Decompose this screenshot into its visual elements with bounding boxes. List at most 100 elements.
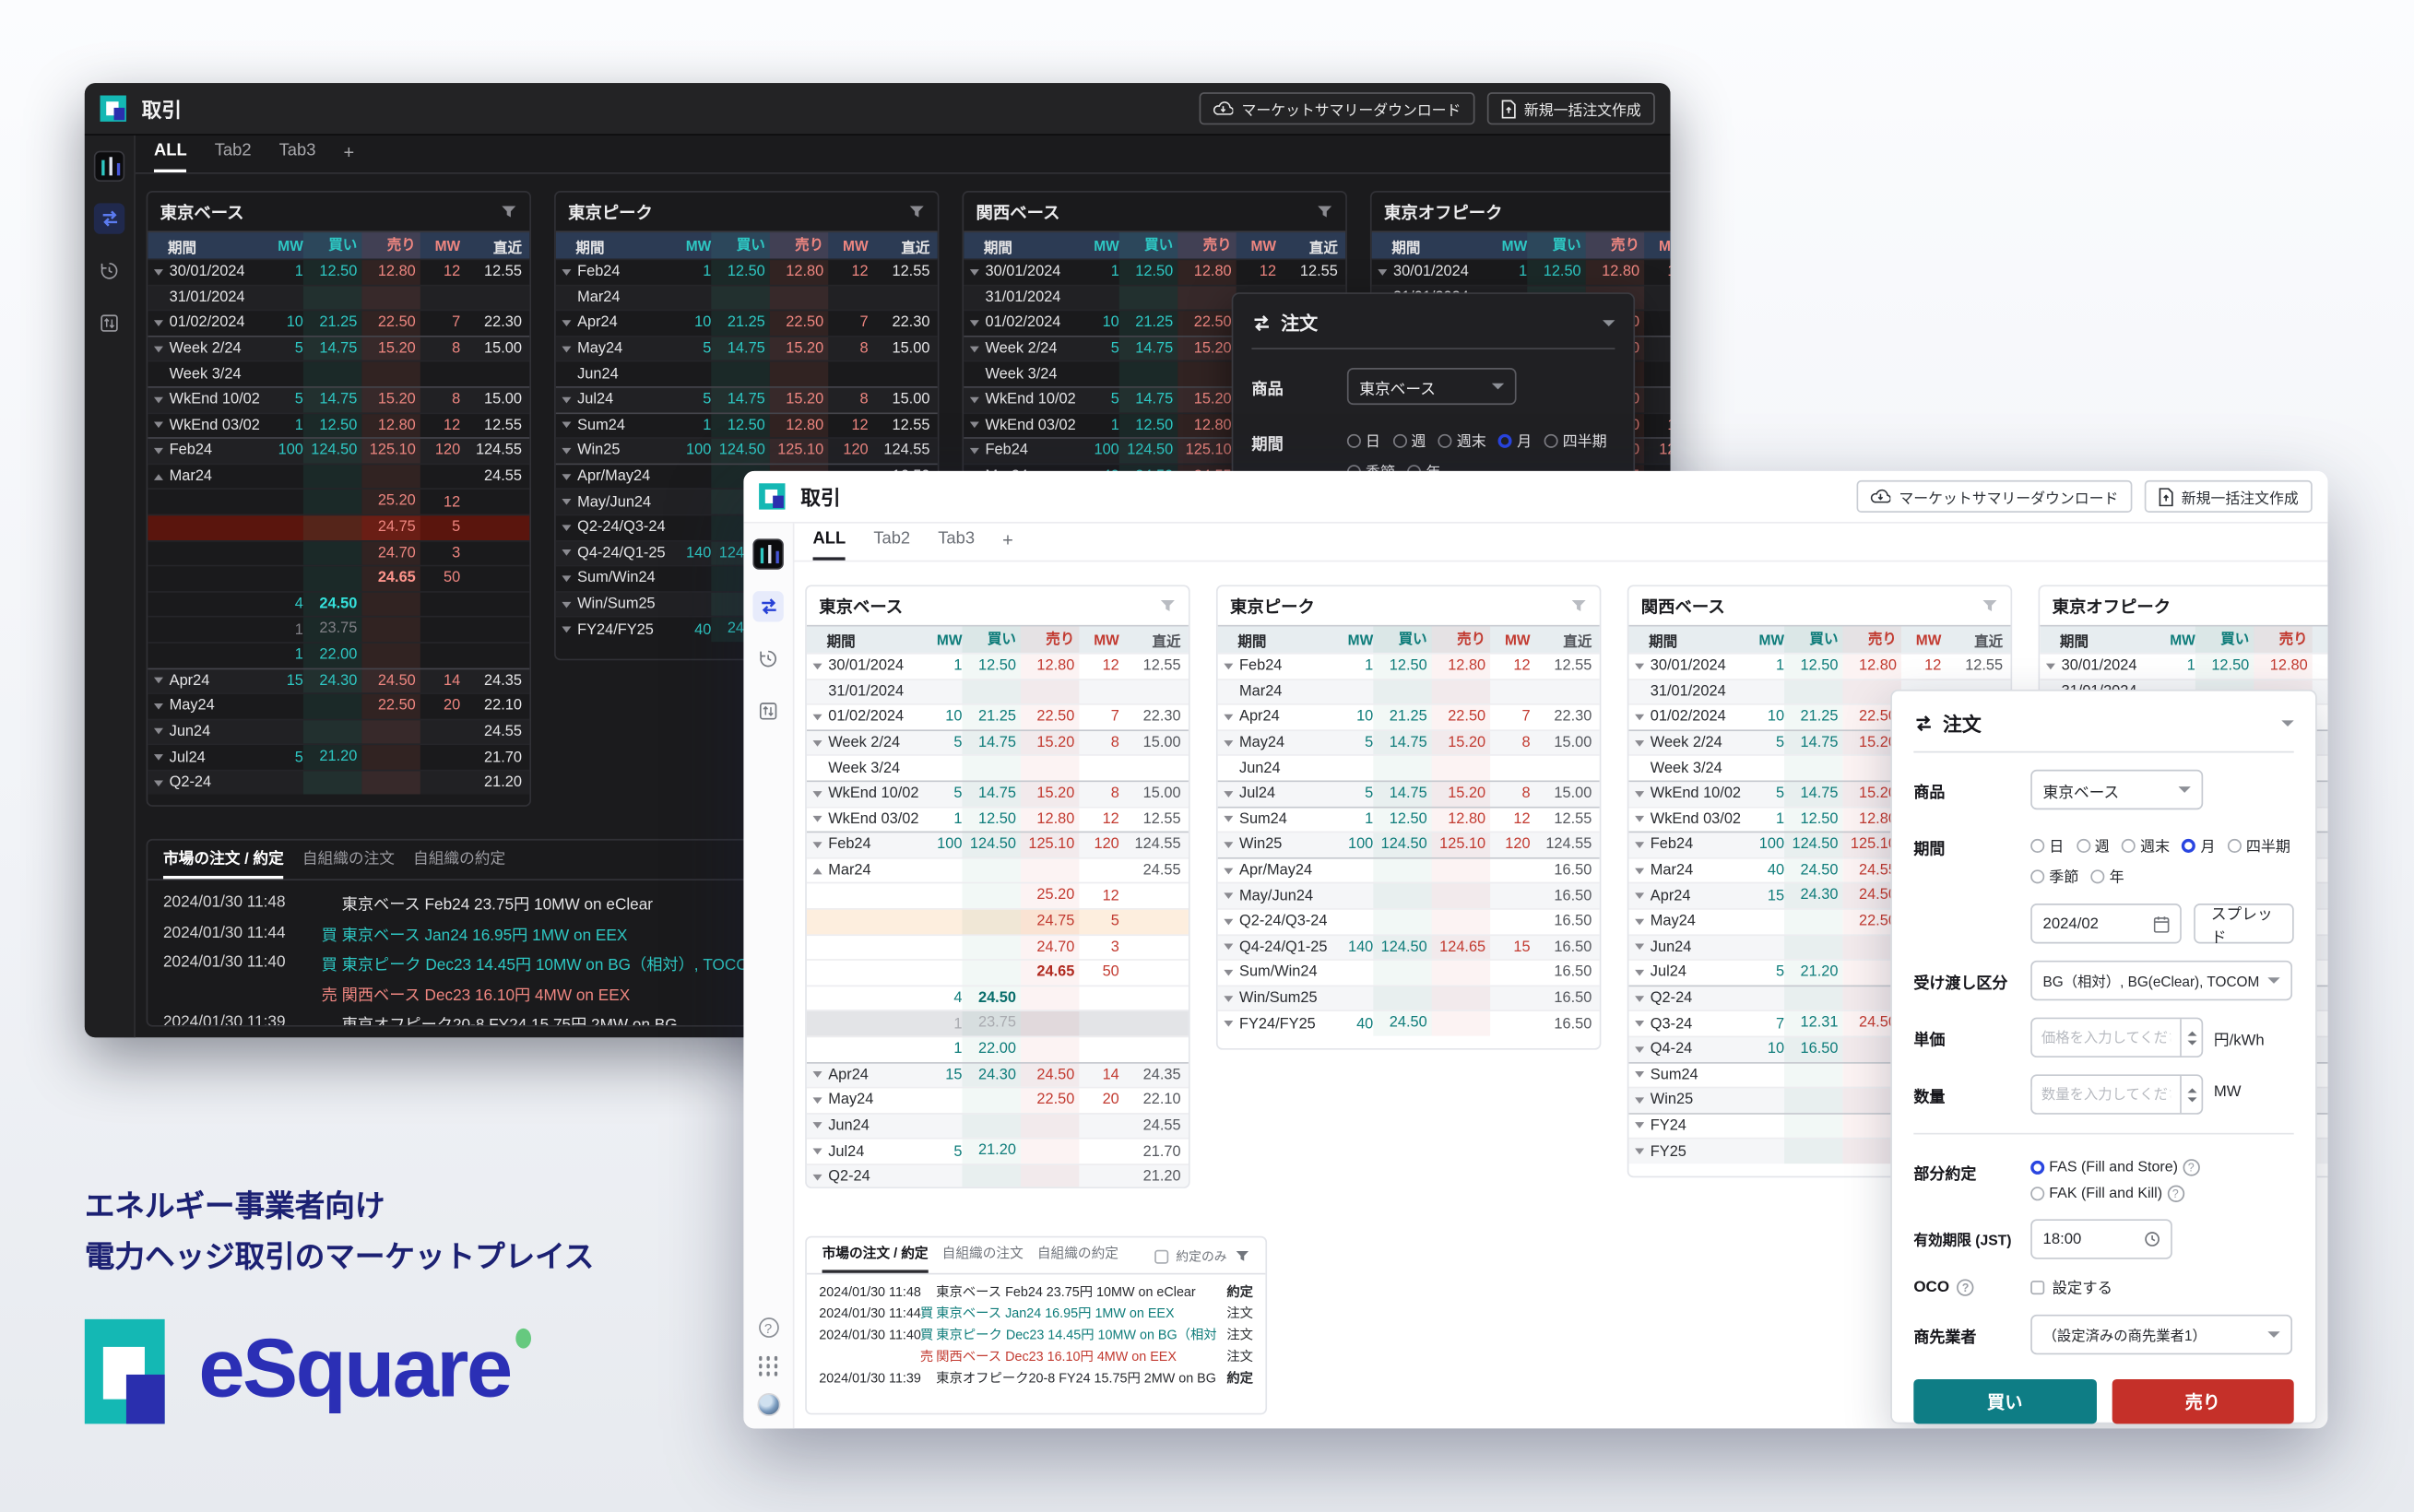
table-row[interactable]: May/Jun24 16.50 [1217, 882, 1600, 908]
table-row[interactable]: Jul24 5 14.75 15.20 8 15.00 [555, 386, 938, 412]
help-icon[interactable]: ? [2183, 1159, 2200, 1176]
table-row[interactable]: 24.70 3 [806, 933, 1189, 960]
help-icon[interactable]: ? [1957, 1278, 1974, 1295]
broker-select[interactable]: （設定済みの商先業者1） [2030, 1314, 2293, 1355]
apps-grid-icon[interactable] [758, 1355, 778, 1376]
table-row[interactable]: Week 3/24 [148, 360, 530, 387]
spread-button[interactable]: スプレッド [2194, 904, 2294, 947]
filter-icon[interactable] [1570, 598, 1587, 612]
help-icon[interactable]: ? [2167, 1185, 2184, 1202]
orders-tab-1[interactable]: 自組織の注文 [302, 851, 395, 868]
table-row[interactable]: Apr24 15 24.30 24.50 14 24.35 [806, 1061, 1189, 1087]
radio-option[interactable]: 四半期 [1544, 430, 1607, 451]
table-row[interactable]: 4 24.50 [148, 590, 530, 617]
table-row[interactable]: 31/01/2024 [148, 284, 530, 310]
table-row[interactable]: Win/Sum25 16.50 [1217, 985, 1600, 1010]
table-row[interactable]: Win25 100 124.50 125.10 120 124.55 [555, 437, 938, 464]
table-row[interactable]: Sum24 1 12.50 12.80 12 12.55 [555, 411, 938, 438]
order-row[interactable]: 2024/01/30 11:39 東京オフピーク20-8 FY24 15.75円 … [819, 1367, 1253, 1388]
new-bulk-order-button[interactable]: 新規一括注文作成 [1486, 92, 1655, 125]
radio-option[interactable]: FAS (Fill and Store)? [2030, 1159, 2294, 1176]
table-row[interactable]: 1 23.75 [148, 616, 530, 643]
radio-option[interactable]: 日 [1346, 430, 1380, 451]
quantity-input[interactable] [2031, 1086, 2181, 1103]
watchlist-thumbnail-icon[interactable] [752, 538, 784, 570]
orders-tab-0[interactable]: 市場の注文 / 約定 [162, 845, 284, 880]
table-row[interactable]: Sum/Win24 16.50 [1217, 959, 1600, 986]
table-row[interactable]: Feb24 1 12.50 12.80 12 12.55 [1217, 652, 1600, 679]
order-row[interactable]: 2024/01/30 11:40 買東京ピーク Dec23 14.45円 10MW… [819, 1324, 1253, 1345]
orders-tab-2[interactable]: 自組織の約定 [413, 851, 506, 868]
oco-set-checkbox[interactable]: 設定する [2030, 1276, 2112, 1297]
orders-tab-0[interactable]: 市場の注文 / 約定 [822, 1242, 929, 1273]
table-row[interactable]: Mar24 24.55 [806, 856, 1189, 883]
table-row[interactable]: May24 5 14.75 15.20 8 15.00 [555, 335, 938, 361]
table-row[interactable]: Jun24 [555, 360, 938, 387]
table-row[interactable]: 31/01/2024 [806, 678, 1189, 704]
radio-option[interactable]: FAK (Fill and Kill)? [2030, 1185, 2294, 1202]
market-summary-download-button[interactable]: マーケットサマリーダウンロード [1857, 479, 2133, 513]
table-row[interactable]: 24.75 5 [806, 907, 1189, 934]
table-row[interactable]: 25.20 12 [148, 488, 530, 514]
avatar[interactable] [756, 1392, 780, 1417]
order-row[interactable]: 売関西ベース Dec23 16.10円 4MW on EEX 注文 [819, 1345, 1253, 1366]
filter-icon[interactable] [501, 205, 517, 219]
table-row[interactable]: Jun24 24.55 [148, 718, 530, 744]
exchange-icon[interactable] [93, 203, 125, 234]
tab-all[interactable]: ALL [812, 529, 846, 561]
order-row[interactable]: 2024/01/30 11:44 買東京ベース Jan24 16.95円 1MW … [819, 1302, 1253, 1323]
radio-option[interactable]: 日 [2030, 834, 2064, 856]
order-row[interactable]: 2024/01/30 11:48 東京ベース Feb24 23.75円 10MW … [163, 888, 1638, 918]
radio-option[interactable]: 月 [1498, 430, 1532, 451]
filter-icon[interactable] [908, 205, 925, 219]
table-row[interactable]: Week 3/24 [806, 754, 1189, 781]
radio-option[interactable]: 季節 [2030, 865, 2078, 887]
filter-icon[interactable] [1235, 1250, 1250, 1262]
radio-option[interactable]: 週 [2076, 834, 2110, 856]
expiry-time-input[interactable]: 18:00 [2030, 1219, 2172, 1259]
sell-button[interactable]: 売り [2111, 1378, 2294, 1424]
table-row[interactable]: Q2-24 21.20 [806, 1164, 1189, 1187]
product-select[interactable]: 東京ベース [2030, 769, 2204, 810]
table-row[interactable]: Apr24 15 24.30 24.50 14 24.35 [148, 667, 530, 693]
table-row[interactable]: 24.75 5 [148, 514, 530, 540]
tab-tab2[interactable]: Tab2 [873, 529, 911, 549]
table-row[interactable]: 24.65 50 [806, 959, 1189, 986]
tab-all[interactable]: ALL [153, 142, 187, 172]
table-row[interactable]: May24 22.50 20 22.10 [806, 1086, 1189, 1113]
delivery-type-select[interactable]: BG（相対）, BG(eClear), TOCOM [2030, 960, 2293, 1001]
table-row[interactable]: Apr24 10 21.25 22.50 7 22.30 [555, 309, 938, 336]
table-row[interactable]: 25.20 12 [806, 882, 1189, 908]
table-row[interactable]: 1 22.00 [148, 642, 530, 667]
table-row[interactable]: Apr/May24 16.50 [1217, 856, 1600, 883]
market-summary-download-button[interactable]: マーケットサマリーダウンロード [1200, 92, 1475, 125]
filter-icon[interactable] [1317, 205, 1333, 219]
price-input[interactable] [2031, 1029, 2181, 1045]
table-row[interactable]: Week 3/24 [1628, 754, 2011, 781]
table-row[interactable]: Feb24 1 12.50 12.80 12 12.55 [555, 258, 938, 285]
table-row[interactable]: Jun24 24.55 [806, 1112, 1189, 1139]
table-row[interactable]: Win25 100 124.50 125.10 120 124.55 [1217, 831, 1600, 857]
tab-tab2[interactable]: Tab2 [214, 141, 252, 160]
orders-tab-2[interactable]: 自組織の約定 [1036, 1245, 1118, 1261]
add-tab-button[interactable]: + [1002, 529, 1013, 551]
radio-option[interactable]: 週末 [2122, 834, 2170, 856]
table-row[interactable]: 1 23.75 [806, 1010, 1189, 1036]
orders-tab-1[interactable]: 自組織の注文 [941, 1245, 1024, 1261]
add-tab-button[interactable]: + [343, 141, 355, 163]
table-row[interactable]: 24.70 3 [148, 539, 530, 565]
delivery-month-input[interactable]: 2024/02 [2030, 904, 2183, 944]
order-book-icon[interactable] [94, 308, 124, 338]
